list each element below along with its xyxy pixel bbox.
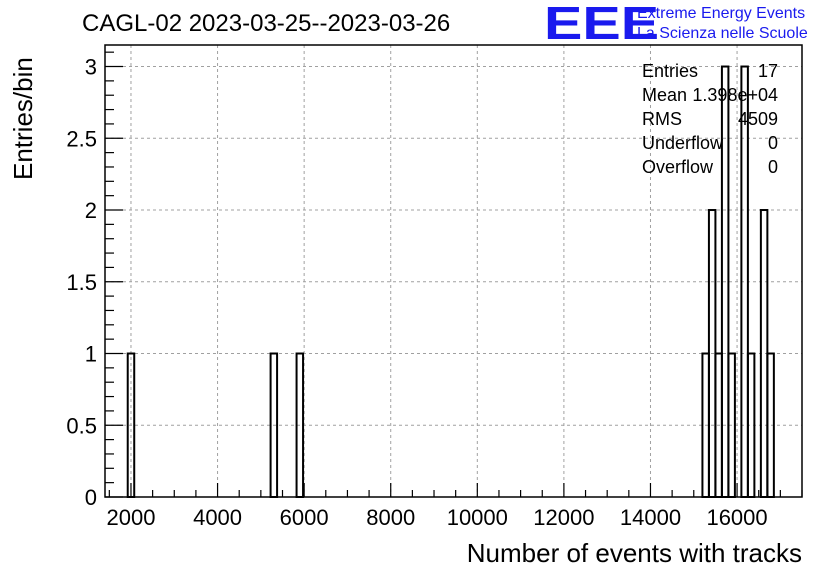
plot-frame [104,44,803,498]
y-tick-label: 1.5 [66,270,97,295]
x-tick-label: 4000 [193,505,242,530]
stat-row-entries: Entries 17 [642,60,778,84]
x-tick-label: 16000 [706,505,767,530]
y-tick-label: 0.5 [66,413,97,438]
y-tick-label: 1 [85,342,97,367]
stat-label: Underflow [642,133,724,153]
x-tick-label: 6000 [280,505,329,530]
x-tick-label: 12000 [533,505,594,530]
logo-line-1: Extreme Energy Events [637,5,806,22]
stats-box: Entries 17 Mean 1.398e+04 RMS 4509 Under… [642,60,778,180]
y-axis-label: Entries/bin [8,57,38,180]
y-tick-label: 3 [85,55,97,80]
stat-value: 4509 [737,109,778,129]
x-tick-label: 14000 [620,505,681,530]
histogram-bin [766,352,775,498]
x-tick-label: 10000 [447,505,508,530]
y-axis-ticks: 0 0.5 1 1.5 2 2.5 3 [66,51,123,510]
stat-value: 0 [767,157,778,177]
eee-logo: EEE [544,0,660,49]
stat-row-underflow: Underflow 0 [642,132,778,156]
stat-value: 0 [767,133,778,153]
histogram-bin [746,352,756,498]
eee-logo-text: Extreme Energy Events La Scienza nelle S… [637,4,808,44]
stat-value: 17 [757,61,778,81]
x-tick-label: 2000 [106,505,155,530]
grid-lines [105,45,802,497]
stat-row-mean: Mean 1.398e+04 [642,84,778,108]
x-tick-label: 8000 [366,505,415,530]
y-tick-label: 2.5 [66,126,97,151]
stat-label: Mean [642,85,688,105]
y-tick-label: 2 [85,198,97,223]
stat-label: RMS [642,109,682,129]
chart-title: CAGL-02 2023-03-25--2023-03-26 [82,10,451,37]
logo-line-2: La Scienza nelle Scuole [637,25,808,42]
stat-value: 1.398e+04 [692,85,778,105]
stat-row-overflow: Overflow 0 [642,156,778,180]
x-axis-label: Number of events with tracks [466,538,802,568]
stat-row-rms: RMS 4509 [642,108,778,132]
stat-label: Overflow [642,157,714,177]
y-tick-label: 0 [85,485,97,510]
x-axis-ticks: 2000 4000 6000 8000 10000 12000 14000 16000 [106,483,803,530]
stat-label: Entries [642,61,699,81]
